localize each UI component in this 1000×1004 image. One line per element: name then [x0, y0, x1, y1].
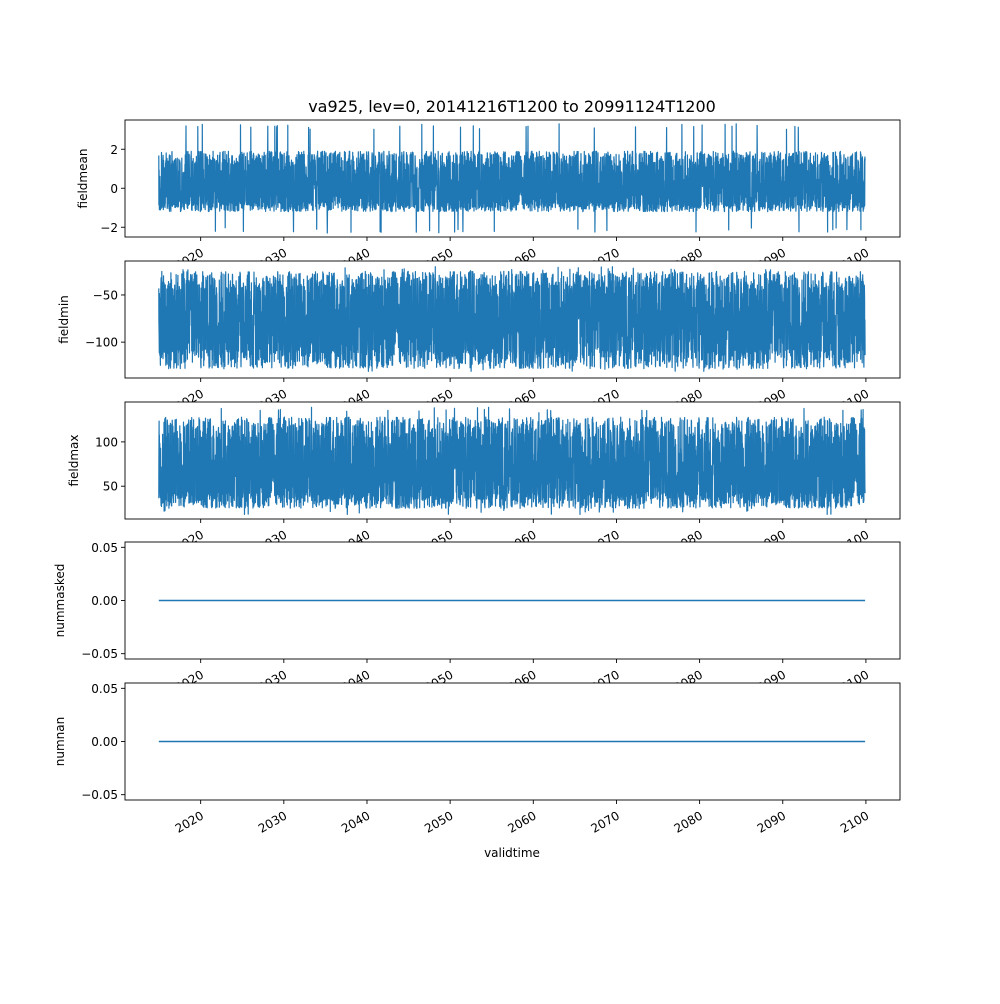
x-tick-label-numnan: 2080: [672, 808, 705, 835]
y-tick-label-fieldmean: 2: [110, 143, 118, 157]
y-tick-label-fieldmin: −50: [93, 288, 118, 302]
y-tick-label-nummasked: −0.05: [81, 647, 118, 661]
y-tick-label-nummasked: 0.05: [91, 541, 118, 555]
x-tick-label-numnan: 2050: [422, 808, 455, 835]
axes-frame-fieldmean: [124, 119, 901, 238]
subplot-numnan: −0.05 0.00 0.05 numnan 2020 2030 2040 2050 2060 2…: [53, 682, 901, 836]
x-tick-label-numnan: 2040: [339, 808, 372, 835]
y-tick-label-fieldmax: 50: [103, 480, 118, 494]
y-axis-label-numnan: numnan: [53, 717, 67, 766]
figure-title: va925, lev=0, 20141216T1200 to 20991124T…: [308, 97, 716, 116]
x-tick-label-numnan: 2090: [755, 808, 788, 835]
y-axis-label-nummasked: nummasked: [53, 564, 67, 638]
y-tick-label-fieldmin: −100: [85, 336, 118, 350]
y-tick-label-nummasked: 0.00: [91, 594, 118, 608]
x-axis-label: validtime: [484, 846, 540, 860]
series-line-fieldmax: [158, 406, 866, 515]
y-axis-label-fieldmin: fieldmin: [57, 295, 71, 344]
y-tick-label-fieldmean: −2: [100, 221, 118, 235]
y-tick-label-numnan: −0.05: [81, 788, 118, 802]
series-line-fieldmin: [158, 266, 866, 372]
axes-frame-fieldmax: [124, 401, 901, 520]
x-tick-label-numnan: 2060: [505, 808, 538, 835]
x-tick-label-numnan: 2100: [838, 808, 871, 835]
y-tick-label-numnan: 0.05: [91, 682, 118, 696]
y-axis-label-fieldmean: fieldmean: [76, 149, 90, 209]
axes-frame-fieldmin: [124, 260, 901, 379]
y-tick-label-numnan: 0.00: [91, 735, 118, 749]
x-tick-label-numnan: 2030: [256, 808, 289, 835]
y-axis-label-fieldmax: fieldmax: [67, 434, 81, 486]
y-tick-label-fieldmean: 0: [110, 182, 118, 196]
y-tick-label-fieldmax: 100: [95, 435, 118, 449]
series-line-fieldmean: [158, 123, 866, 234]
subplot-stack: −2 0 2 fieldmean 2020 2030 2040 2050 2060 2070 208…: [53, 119, 901, 836]
x-tick-label-numnan: 2020: [173, 808, 206, 835]
x-tick-label-numnan: 2070: [588, 808, 621, 835]
